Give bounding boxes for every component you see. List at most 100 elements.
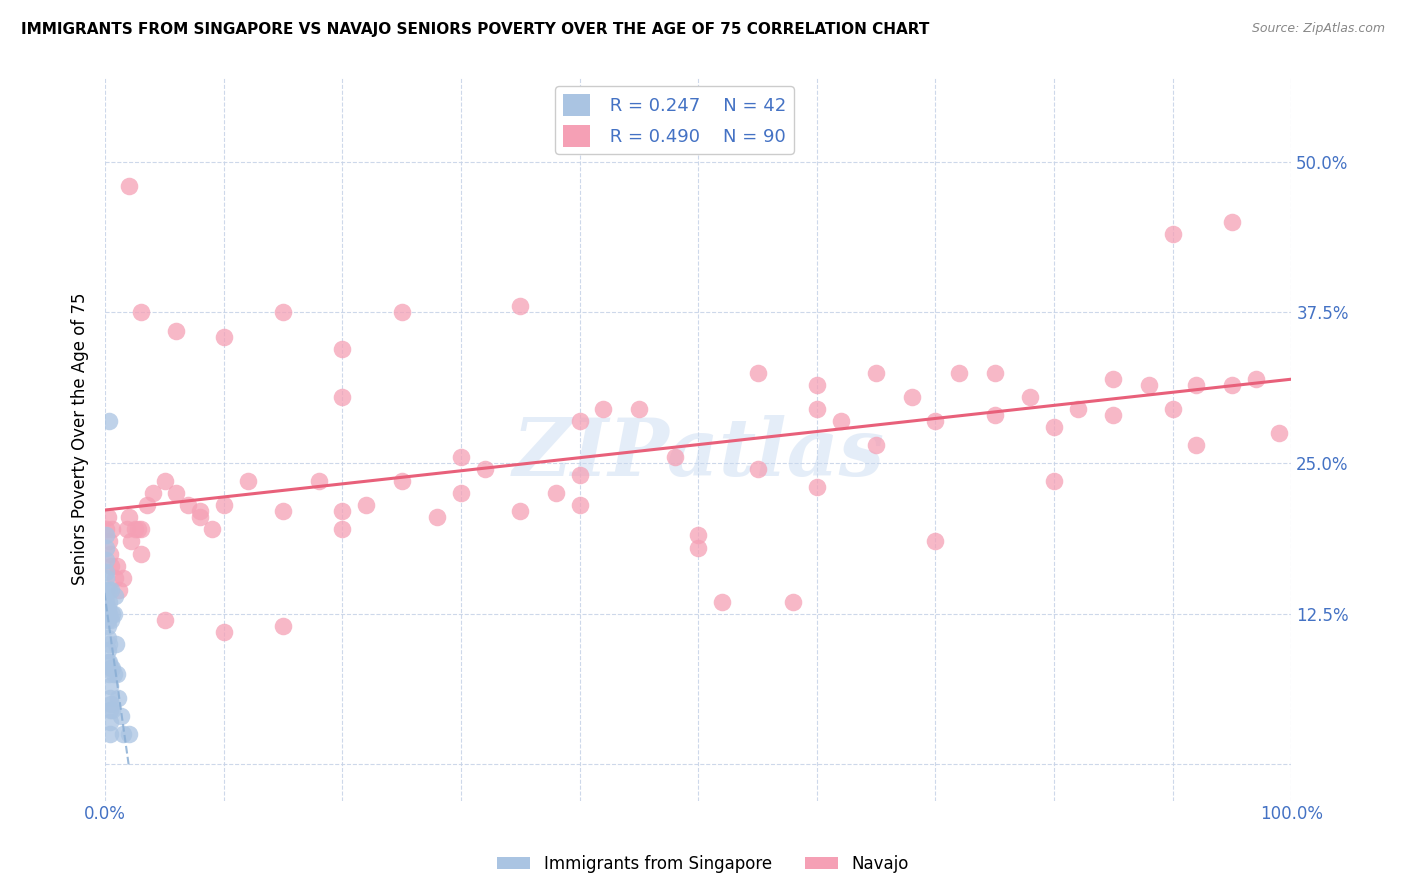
Point [96, 571, 118, 585]
Point [592, 401, 614, 416]
Point [97, 582, 120, 597]
Point [271, 619, 294, 633]
Point [332, 504, 354, 518]
Point [107, 691, 129, 706]
Point [568, 499, 591, 513]
Point [568, 468, 591, 483]
Text: Source: ZipAtlas.com: Source: ZipAtlas.com [1251, 22, 1385, 36]
Point [97, 607, 120, 621]
Point [236, 474, 259, 488]
Point [450, 450, 472, 464]
Point [97, 534, 120, 549]
Point [509, 300, 531, 314]
Point [391, 474, 413, 488]
Point [924, 534, 946, 549]
Point [142, 486, 165, 500]
Point [110, 709, 132, 723]
Point [332, 523, 354, 537]
Point [103, 607, 125, 621]
Point [212, 499, 235, 513]
Point [111, 571, 134, 585]
Point [391, 305, 413, 319]
Point [98, 691, 121, 706]
Point [1268, 425, 1291, 440]
Point [1244, 372, 1267, 386]
Point [97, 631, 120, 645]
Point [129, 547, 152, 561]
Point [782, 595, 804, 609]
Point [806, 401, 828, 416]
Point [1220, 377, 1243, 392]
Point [135, 499, 157, 513]
Point [711, 595, 734, 609]
Point [129, 523, 152, 537]
Point [97, 643, 120, 657]
Legend: Immigrants from Singapore, Navajo: Immigrants from Singapore, Navajo [491, 848, 915, 880]
Point [101, 607, 124, 621]
Text: ZIPatlas: ZIPatlas [512, 415, 884, 492]
Point [1137, 377, 1160, 392]
Point [1161, 227, 1184, 241]
Point [97, 595, 120, 609]
Point [100, 582, 122, 597]
Point [97, 655, 120, 669]
Point [101, 523, 124, 537]
Point [627, 401, 650, 416]
Point [201, 523, 224, 537]
Point [332, 342, 354, 356]
Point [129, 305, 152, 319]
Point [806, 377, 828, 392]
Point [948, 366, 970, 380]
Point [426, 510, 449, 524]
Point [97, 414, 120, 428]
Point [103, 667, 125, 681]
Point [96, 582, 118, 597]
Point [97, 600, 120, 615]
Point [308, 474, 330, 488]
Point [984, 408, 1007, 422]
Point [830, 414, 852, 428]
Point [124, 523, 146, 537]
Point [1161, 401, 1184, 416]
Point [96, 552, 118, 566]
Point [98, 703, 121, 717]
Point [96, 528, 118, 542]
Point [153, 474, 176, 488]
Point [97, 607, 120, 621]
Point [271, 305, 294, 319]
Point [97, 655, 120, 669]
Point [98, 679, 121, 693]
Point [544, 486, 567, 500]
Point [97, 637, 120, 651]
Point [1102, 372, 1125, 386]
Point [747, 366, 769, 380]
Point [688, 541, 710, 555]
Y-axis label: Seniors Poverty Over the Age of 75: Seniors Poverty Over the Age of 75 [72, 293, 89, 585]
Point [108, 582, 131, 597]
Point [177, 499, 200, 513]
Point [188, 504, 211, 518]
Point [865, 438, 887, 452]
Point [98, 727, 121, 741]
Point [104, 637, 127, 651]
Legend:  R = 0.247    N = 42,  R = 0.490    N = 90: R = 0.247 N = 42, R = 0.490 N = 90 [555, 87, 793, 154]
Point [111, 727, 134, 741]
Point [127, 523, 149, 537]
Point [100, 558, 122, 573]
Point [1067, 401, 1090, 416]
Point [212, 624, 235, 639]
Point [104, 571, 127, 585]
Text: IMMIGRANTS FROM SINGAPORE VS NAVAJO SENIORS POVERTY OVER THE AGE OF 75 CORRELATI: IMMIGRANTS FROM SINGAPORE VS NAVAJO SENI… [21, 22, 929, 37]
Point [354, 499, 377, 513]
Point [450, 486, 472, 500]
Point [153, 613, 176, 627]
Point [96, 541, 118, 555]
Point [96, 523, 118, 537]
Point [1019, 390, 1042, 404]
Point [474, 462, 496, 476]
Point [568, 414, 591, 428]
Point [97, 613, 120, 627]
Point [1185, 377, 1208, 392]
Point [118, 510, 141, 524]
Point [924, 414, 946, 428]
